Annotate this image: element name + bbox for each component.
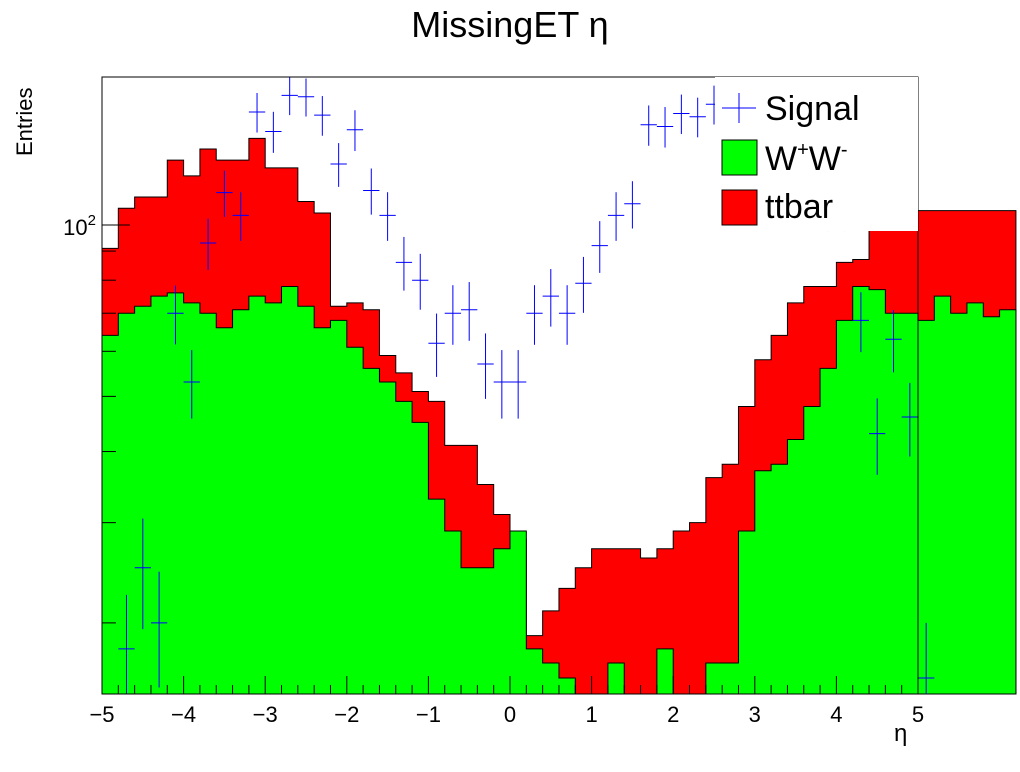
- signal-point: [852, 292, 870, 353]
- signal-point: [901, 382, 918, 457]
- x-axis-label: η: [894, 720, 908, 747]
- signal-point: [526, 285, 543, 345]
- signal-point: [575, 256, 592, 313]
- stacked-histogram-layer: [101, 137, 1017, 695]
- legend-ww-swatch: [721, 139, 758, 176]
- ww-histogram: [101, 285, 1017, 695]
- signal-point: [869, 398, 886, 475]
- chart-title: MissingET η: [411, 4, 609, 45]
- signal-point: [167, 285, 184, 345]
- signal-point: [542, 269, 559, 327]
- signal-point: [885, 310, 902, 373]
- x-tick-label: −5: [89, 702, 114, 727]
- x-axis: −5 −4 −3 −2 −1 0 1 2 3 4 5: [89, 676, 924, 727]
- signal-point: [510, 350, 527, 419]
- signal-point: [656, 107, 674, 148]
- signal-point: [330, 143, 347, 187]
- signal-point: [281, 77, 298, 116]
- signal-point: [640, 105, 657, 146]
- legend-signal-label: Signal: [765, 90, 860, 128]
- y-tick-exponent: 2: [88, 212, 96, 229]
- x-tick-label: −4: [171, 702, 196, 727]
- signal-point: [395, 236, 413, 291]
- signal-point: [461, 282, 478, 341]
- signal-point: [412, 253, 429, 310]
- signal-point: [493, 350, 510, 419]
- signal-point: [134, 518, 151, 630]
- legend-ww-label2: W: [809, 140, 841, 178]
- x-tick-label: 5: [912, 702, 924, 727]
- legend-ww-sup2: -: [841, 139, 848, 161]
- y-axis-label-wrap: Entries: [12, 88, 37, 156]
- signal-point: [150, 571, 168, 688]
- y-axis-label: Entries: [12, 88, 37, 156]
- x-tick-label: 4: [830, 702, 842, 727]
- signal-point: [689, 97, 706, 138]
- signal-point: [918, 622, 935, 694]
- x-tick-label: 3: [749, 702, 761, 727]
- signal-point: [346, 110, 364, 152]
- signal-point: [199, 218, 217, 270]
- signal-point: [379, 192, 396, 241]
- signal-point: [624, 181, 641, 229]
- signal-point: [297, 78, 315, 117]
- signal-point: [591, 221, 608, 273]
- signal-point: [673, 94, 690, 135]
- signal-point: [558, 285, 576, 345]
- y-tick-label: 102: [63, 212, 96, 240]
- signal-point: [248, 92, 266, 133]
- x-tick-label: 0: [504, 702, 516, 727]
- signal-point: [444, 285, 462, 345]
- signal-point: [216, 170, 233, 217]
- x-tick-label: −3: [253, 702, 278, 727]
- signal-point: [607, 192, 625, 241]
- signal-point: [265, 111, 282, 153]
- signal-point: [363, 168, 380, 215]
- signal-point: [118, 594, 135, 694]
- legend-ww-sup1: +: [797, 139, 809, 161]
- signal-point: [477, 333, 494, 399]
- x-tick-label: −1: [416, 702, 441, 727]
- signal-point: [314, 96, 331, 136]
- signal-point: [232, 192, 249, 241]
- signal-point: [428, 313, 445, 377]
- signal-point: [183, 350, 200, 419]
- legend-ttbar-swatch: [721, 189, 758, 226]
- legend-ttbar-label: ttbar: [765, 188, 833, 226]
- x-tick-label: −2: [334, 702, 359, 727]
- x-tick-label: 1: [585, 702, 597, 727]
- x-tick-label: 2: [667, 702, 679, 727]
